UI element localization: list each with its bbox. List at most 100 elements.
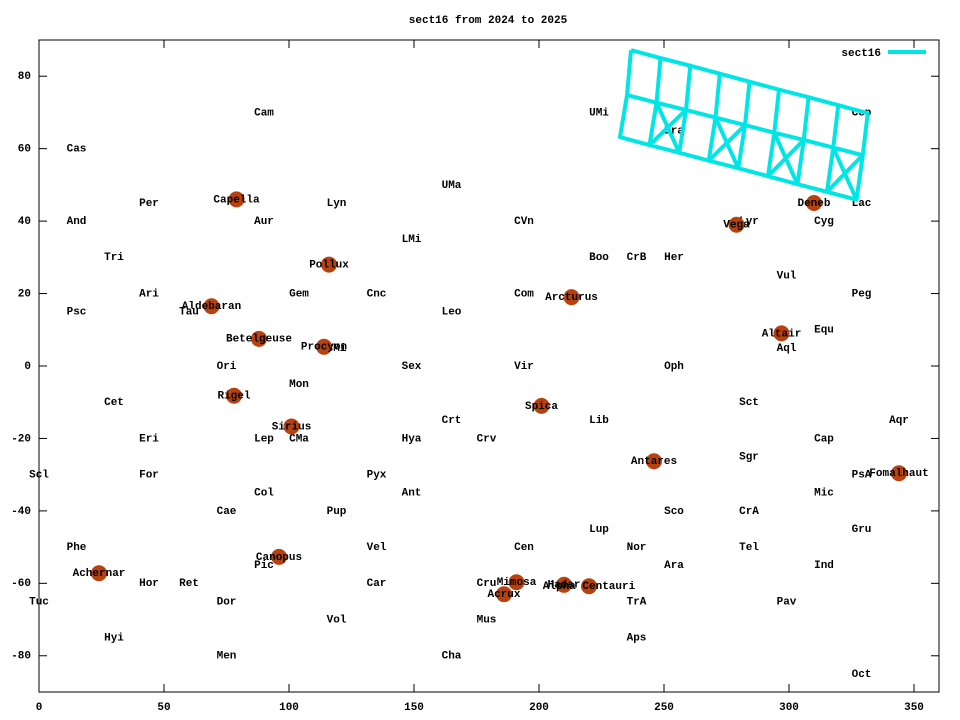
constellation-label: Tau — [179, 307, 199, 319]
x-tick-label: 0 — [36, 702, 43, 714]
star-marker — [283, 418, 300, 435]
y-tick-label: -40 — [11, 506, 31, 518]
constellation-label: Ari — [139, 288, 159, 300]
constellation-label: Crv — [477, 433, 497, 445]
constellation-label: UMi — [589, 107, 609, 119]
x-tick-label: 50 — [157, 702, 170, 714]
constellation-label: Cas — [67, 144, 87, 156]
star-label: Sirius — [272, 421, 312, 433]
constellation-label: Gem — [289, 288, 309, 300]
star-label: Aldebaran — [182, 301, 241, 313]
constellation-label: UMa — [442, 180, 462, 192]
constellation-label: Eri — [139, 433, 159, 445]
star-label: Mimosa — [497, 577, 537, 589]
constellation-label: Aps — [627, 633, 647, 645]
constellation-label: Cae — [217, 506, 237, 518]
star-marker — [91, 565, 107, 582]
star-marker — [316, 338, 332, 355]
star-marker — [891, 465, 907, 482]
x-tick-label: 250 — [654, 702, 674, 714]
star-marker — [533, 397, 550, 414]
sector-line — [618, 48, 870, 202]
star-label: Capella — [213, 194, 260, 206]
star-marker — [496, 586, 512, 603]
constellation-label: Oct — [852, 669, 872, 681]
constellation-label: Cyg — [814, 216, 834, 228]
constellation-label: LMi — [402, 234, 422, 246]
star-label: Achernar — [73, 568, 126, 580]
star-marker — [773, 325, 790, 342]
chart-title: sect16 from 2024 to 2025 — [409, 15, 568, 27]
constellation-label: Tri — [104, 252, 124, 264]
constellation-label: Aur — [254, 216, 274, 228]
y-tick-label: 60 — [18, 144, 31, 156]
constellation-label: CVn — [514, 216, 534, 228]
constellation-label: CMa — [289, 433, 309, 445]
constellation-label: Oph — [664, 361, 684, 373]
constellation-label: Aqr — [889, 415, 909, 427]
x-tick-label: 200 — [529, 702, 549, 714]
star-label: Rigel — [217, 391, 250, 403]
constellation-label: Pup — [327, 506, 347, 518]
constellation-label: Pyx — [367, 470, 387, 482]
y-tick-label: 0 — [24, 361, 31, 373]
constellation-label: Gru — [852, 524, 872, 536]
constellation-label: Ret — [179, 578, 199, 590]
y-tick-label: -20 — [11, 433, 31, 445]
y-tick-label: 20 — [18, 288, 31, 300]
constellation-label: Mus — [477, 614, 497, 626]
y-tick-label: -80 — [11, 651, 31, 663]
constellation-label: Phe — [67, 542, 87, 554]
star-marker — [228, 191, 245, 208]
constellation-label: Com — [514, 288, 534, 300]
constellation-label: Hor — [139, 578, 159, 590]
constellation-label: Tel — [739, 542, 759, 554]
constellation-label: Ind — [814, 560, 834, 572]
constellation-label: Dor — [217, 596, 237, 608]
constellation-label: Tuc — [29, 596, 49, 608]
star-label: Alpha Centauri — [543, 581, 636, 593]
star-marker — [556, 576, 572, 593]
star-marker — [508, 574, 525, 591]
star-label: Antares — [631, 456, 677, 468]
star-label: Spica — [525, 401, 558, 413]
y-tick-label: 40 — [18, 216, 31, 228]
x-tick-label: 300 — [779, 702, 799, 714]
star-label: Betelgeuse — [226, 334, 292, 346]
star-marker — [806, 195, 822, 211]
constellation-label: TrA — [627, 596, 647, 608]
star-label: Procyon — [301, 342, 347, 354]
constellation-label: Col — [254, 488, 274, 500]
star-label: Deneb — [797, 198, 830, 210]
constellation-label: Car — [367, 578, 387, 590]
constellation-label: Boo — [589, 252, 609, 264]
constellation-label: Vir — [514, 361, 534, 373]
constellation-label: CrA — [739, 506, 759, 518]
star-marker — [581, 578, 597, 595]
star-marker — [226, 387, 242, 404]
star-label: Altair — [762, 328, 802, 340]
star-label: Pollux — [309, 259, 349, 271]
constellation-label: Aql — [777, 343, 797, 355]
star-marker — [563, 289, 580, 306]
star-marker — [271, 548, 287, 565]
constellation-label: Cru — [477, 578, 497, 590]
constellation-label: Lib — [589, 415, 609, 427]
y-tick-label: 80 — [18, 71, 31, 83]
constellation-label: Vul — [777, 270, 797, 282]
constellation-label: Cen — [514, 542, 534, 554]
constellation-label: Men — [217, 651, 237, 663]
constellation-label: Mic — [814, 488, 834, 500]
constellation-label: Pic — [254, 560, 274, 572]
constellation-label: Sco — [664, 506, 684, 518]
x-tick-label: 100 — [279, 702, 299, 714]
y-tick-label: -60 — [11, 578, 31, 590]
star-marker — [251, 330, 267, 347]
constellation-label: Pav — [777, 596, 797, 608]
constellation-label: Ara — [664, 560, 684, 572]
constellation-label: Ori — [217, 361, 237, 373]
constellation-label: Equ — [814, 325, 834, 337]
constellation-label: Cnc — [367, 288, 387, 300]
constellation-label: Leo — [442, 307, 462, 319]
